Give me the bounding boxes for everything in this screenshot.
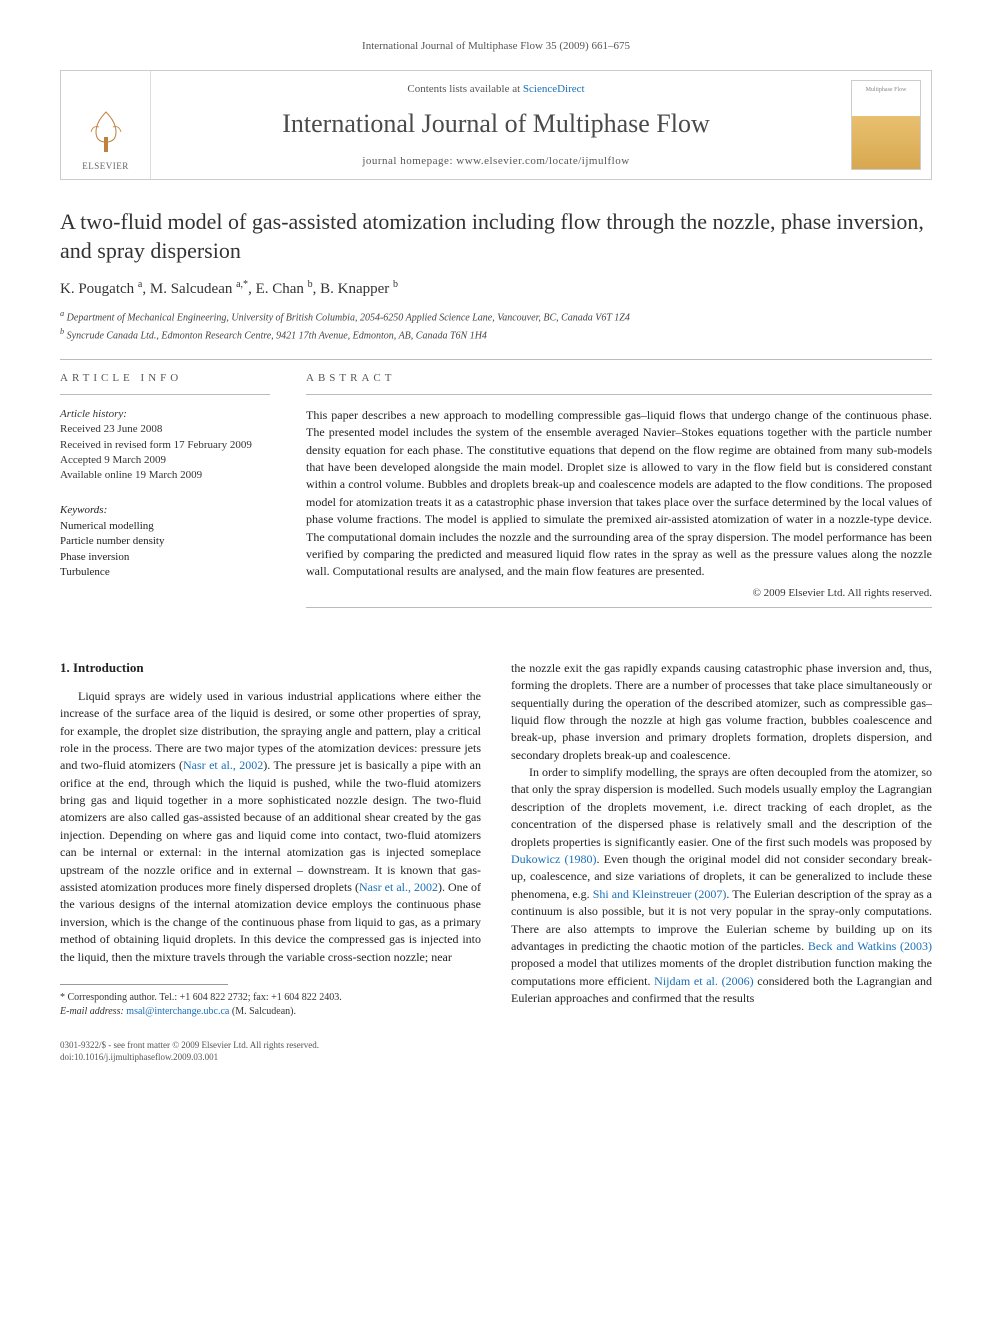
divider (60, 359, 932, 360)
citation-link[interactable]: Nijdam et al. (2006) (654, 974, 753, 988)
citation-link[interactable]: Nasr et al., 2002 (359, 880, 438, 894)
citation-link[interactable]: Shi and Kleinstreuer (2007) (593, 887, 727, 901)
body-paragraph: Liquid sprays are widely used in various… (60, 688, 481, 966)
email-link[interactable]: msal@interchange.ubc.ca (126, 1006, 229, 1017)
keyword: Phase inversion (60, 550, 270, 565)
journal-homepage: journal homepage: www.elsevier.com/locat… (161, 155, 831, 167)
footnote-separator (60, 984, 228, 985)
abstract-label: ABSTRACT (306, 372, 932, 384)
publisher-logo-block: ELSEVIER (61, 71, 151, 179)
article-info-label: ARTICLE INFO (60, 372, 270, 384)
cover-label: Multiphase Flow (866, 87, 907, 93)
contents-prefix: Contents lists available at (407, 83, 522, 95)
footer-front-matter: 0301-9322/$ - see front matter © 2009 El… (60, 1040, 481, 1052)
section-heading: 1. Introduction (60, 660, 481, 676)
homepage-prefix: journal homepage: (362, 155, 456, 167)
citation-link[interactable]: Dukowicz (1980) (511, 852, 597, 866)
citation-link[interactable]: Nasr et al., 2002 (183, 758, 263, 772)
corresponding-line: * Corresponding author. Tel.: +1 604 822… (60, 991, 481, 1005)
running-head: International Journal of Multiphase Flow… (60, 40, 932, 52)
affiliation-b: Syncrude Canada Ltd., Edmonton Research … (67, 330, 487, 341)
history-received: Received 23 June 2008 (60, 423, 162, 435)
journal-cover-thumbnail: Multiphase Flow (851, 80, 921, 170)
keyword: Particle number density (60, 534, 270, 549)
history-head: Article history: (60, 408, 127, 420)
citation-link[interactable]: Beck and Watkins (2003) (808, 939, 932, 953)
homepage-url: www.elsevier.com/locate/ijmulflow (456, 155, 629, 167)
divider (306, 607, 932, 608)
keyword: Turbulence (60, 565, 270, 580)
sciencedirect-link[interactable]: ScienceDirect (523, 83, 585, 95)
contents-line: Contents lists available at ScienceDirec… (161, 83, 831, 95)
author-list: K. Pougatch a, M. Salcudean a,*, E. Chan… (60, 279, 932, 298)
abstract-copyright: © 2009 Elsevier Ltd. All rights reserved… (306, 587, 932, 599)
keywords-head: Keywords: (60, 504, 270, 516)
history-online: Available online 19 March 2009 (60, 469, 202, 481)
email-suffix: (M. Salcudean). (232, 1006, 296, 1017)
email-label: E-mail address: (60, 1006, 124, 1017)
history-revised: Received in revised form 17 February 200… (60, 439, 252, 451)
text-run: In order to simplify modelling, the spra… (511, 765, 932, 849)
abstract-text: This paper describes a new approach to m… (306, 407, 932, 581)
publisher-name: ELSEVIER (82, 161, 129, 171)
body-paragraph: the nozzle exit the gas rapidly expands … (511, 660, 932, 1008)
divider (306, 394, 932, 395)
affiliations: a Department of Mechanical Engineering, … (60, 308, 932, 343)
article-title: A two-fluid model of gas-assisted atomiz… (60, 208, 932, 265)
elsevier-tree-icon (81, 107, 131, 157)
journal-masthead: ELSEVIER Contents lists available at Sci… (60, 70, 932, 180)
journal-name: International Journal of Multiphase Flow (161, 109, 831, 139)
footer-doi: doi:10.1016/j.ijmultiphaseflow.2009.03.0… (60, 1052, 481, 1064)
corresponding-author-footnote: * Corresponding author. Tel.: +1 604 822… (60, 991, 481, 1018)
affiliation-a: Department of Mechanical Engineering, Un… (67, 313, 630, 324)
page-footer: 0301-9322/$ - see front matter © 2009 El… (60, 1040, 481, 1063)
divider (60, 394, 270, 395)
article-history: Article history: Received 23 June 2008 R… (60, 407, 270, 484)
keyword: Numerical modelling (60, 519, 270, 534)
body-columns: 1. Introduction Liquid sprays are widely… (60, 660, 932, 1064)
text-run: ). The pressure jet is basically a pipe … (60, 758, 481, 894)
text-run: the nozzle exit the gas rapidly expands … (511, 661, 932, 762)
history-accepted: Accepted 9 March 2009 (60, 454, 166, 466)
